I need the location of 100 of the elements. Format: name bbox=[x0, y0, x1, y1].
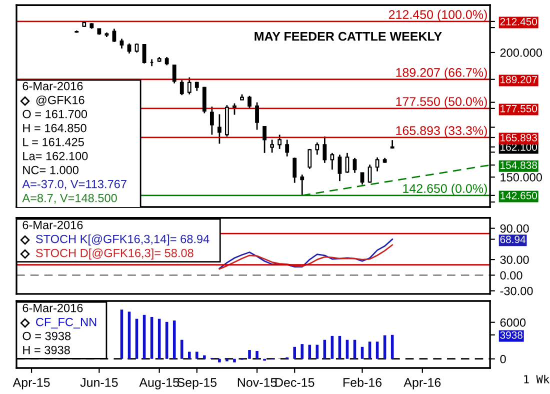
annotation: O = 161.700 bbox=[22, 110, 88, 118]
y-tick-label: 200.000 bbox=[500, 48, 542, 57]
candlestick bbox=[352, 157, 357, 174]
candlestick bbox=[270, 139, 274, 154]
legend-title: 6-Mar-2016 bbox=[22, 220, 83, 230]
y-tick-label: 68.94 bbox=[500, 236, 526, 244]
annotation: A=-37.0, V=113.767 bbox=[22, 180, 126, 190]
text: 1 Wk bbox=[524, 374, 550, 384]
legend-title: 6-Mar-2016 bbox=[22, 304, 83, 312]
bar bbox=[390, 334, 394, 359]
bar bbox=[188, 352, 191, 359]
candlestick bbox=[330, 152, 334, 170]
line-series bbox=[218, 238, 394, 270]
bar bbox=[203, 355, 206, 359]
text: STOCH D[@GFK16,3]= 58.08 bbox=[36, 248, 194, 260]
annotation: NC= 1.000 bbox=[23, 166, 78, 174]
candlestick bbox=[285, 139, 290, 158]
candlestick bbox=[232, 102, 236, 116]
bar bbox=[368, 342, 372, 359]
ref-line-label: 212.450 (100.0%) bbox=[388, 10, 487, 22]
x-tick-label: Apr-16 bbox=[404, 378, 441, 390]
ref-line-label: 189.207 (66.7%) bbox=[396, 68, 487, 80]
candlestick bbox=[278, 134, 282, 150]
x-tick-label: Apr-15 bbox=[12, 378, 50, 390]
annotation: L = 161.425 bbox=[23, 138, 84, 146]
bar bbox=[338, 336, 342, 359]
candlestick bbox=[368, 164, 372, 184]
bar bbox=[226, 358, 228, 362]
candlestick bbox=[142, 44, 146, 64]
candlestick bbox=[375, 156, 380, 172]
y-tick-label: 154.838 bbox=[500, 162, 537, 169]
bar bbox=[172, 320, 176, 359]
legend-title: 6-Mar-2016 bbox=[22, 82, 83, 90]
candlestick bbox=[248, 95, 252, 110]
candlestick bbox=[210, 106, 214, 136]
candlestick bbox=[218, 114, 222, 144]
ref-line-label: 142.650 (0.0%) bbox=[403, 184, 487, 196]
y-tick-label: 0 bbox=[500, 354, 506, 364]
bar bbox=[165, 322, 168, 359]
bar bbox=[300, 344, 304, 359]
y-tick-label: 30.00 bbox=[500, 256, 529, 264]
bar bbox=[150, 316, 154, 359]
y-tick-label: 177.550 bbox=[500, 104, 538, 112]
y-tick-label: 6000 bbox=[500, 318, 526, 327]
candlestick bbox=[112, 28, 116, 43]
bar bbox=[293, 346, 296, 359]
y-tick-label: 0.00 bbox=[500, 271, 522, 280]
bar bbox=[128, 312, 131, 359]
x-tick-label: Feb-16 bbox=[343, 378, 382, 387]
text: STOCH K[@GFK16,3,14]= 68.94 bbox=[36, 234, 210, 246]
bar bbox=[120, 310, 124, 359]
bar bbox=[218, 358, 221, 362]
bar bbox=[180, 340, 184, 359]
candlestick bbox=[338, 154, 342, 182]
y-tick-label: 3938 bbox=[500, 331, 522, 339]
text: @GFK16 bbox=[36, 96, 84, 106]
y-tick-label: -30.00 bbox=[500, 286, 533, 296]
annotation: H = 3938 bbox=[23, 346, 70, 354]
candlestick bbox=[315, 142, 320, 156]
candlestick bbox=[180, 79, 184, 96]
line-series bbox=[218, 244, 394, 270]
candlestick bbox=[292, 156, 297, 184]
bar bbox=[360, 346, 364, 359]
candlestick bbox=[345, 152, 350, 174]
candlestick bbox=[172, 64, 176, 84]
candlestick bbox=[127, 42, 132, 54]
candlestick bbox=[120, 38, 124, 50]
bar bbox=[233, 358, 236, 362]
candlestick bbox=[255, 102, 259, 130]
text: MAY FEEDER CATTLE WEEKLY bbox=[254, 32, 442, 41]
x-tick-label: Sep-15 bbox=[177, 378, 217, 390]
x-tick-label: Dec-15 bbox=[275, 378, 314, 387]
bar bbox=[376, 342, 379, 359]
y-tick-label: 165.893 bbox=[500, 134, 537, 142]
y-tick-label: 142.650 bbox=[500, 192, 538, 200]
annotation: A=8.7, V=148.500 bbox=[22, 194, 117, 204]
x-tick-label: Aug-15 bbox=[139, 378, 179, 390]
text: CF_FC_NN bbox=[36, 318, 96, 328]
y-tick-label: 150.000 bbox=[500, 173, 542, 182]
candlestick bbox=[300, 174, 304, 196]
x-tick-label: Nov-15 bbox=[238, 378, 277, 387]
candlestick bbox=[322, 136, 327, 164]
y-tick-label: 90.00 bbox=[500, 224, 529, 233]
bar bbox=[256, 351, 258, 359]
bar bbox=[142, 314, 146, 359]
x-tick-label: Jun-15 bbox=[80, 378, 118, 387]
y-tick-label: 189.207 bbox=[500, 76, 537, 84]
bar bbox=[196, 352, 198, 359]
annotation: La= 162.100 bbox=[23, 152, 88, 160]
candlestick bbox=[360, 172, 364, 186]
candlestick bbox=[202, 86, 206, 114]
candlestick bbox=[187, 76, 192, 96]
bar bbox=[330, 336, 334, 359]
bar bbox=[248, 350, 251, 359]
annotation: O = 3938 bbox=[22, 332, 71, 340]
candlestick bbox=[262, 126, 266, 154]
ref-line-label: 165.893 (33.3%) bbox=[396, 126, 487, 138]
annotation: H = 164.850 bbox=[23, 124, 86, 132]
ref-line-label: 177.550 (50.0%) bbox=[396, 96, 487, 108]
y-tick-label: 212.450 bbox=[500, 18, 538, 26]
